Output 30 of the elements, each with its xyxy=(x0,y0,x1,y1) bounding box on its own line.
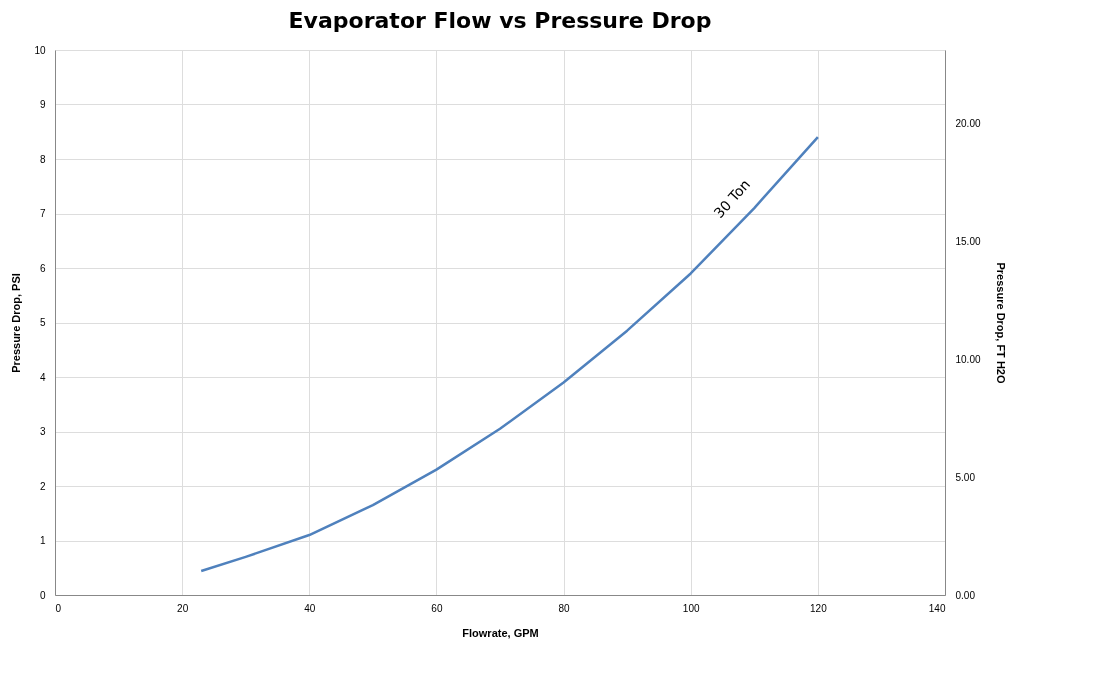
y-tick-label: 7 xyxy=(39,208,46,219)
y-axis-title: Pressure Drop, PSI xyxy=(10,273,23,373)
y2-axis-title: Pressure Drop, FT H2O xyxy=(994,262,1007,384)
x-tick-label: 60 xyxy=(431,602,443,614)
y-tick-label: 10 xyxy=(34,44,46,56)
y-tick-label: 3 xyxy=(39,426,46,437)
y-tick-label: 5 xyxy=(39,317,46,328)
x-tick-label: 0 xyxy=(55,602,62,614)
y-tick-label: 6 xyxy=(39,262,46,274)
x-tick-label: 20 xyxy=(177,602,189,614)
text: 30 Ton xyxy=(710,176,754,222)
x-axis-title: Flowrate, GPM xyxy=(462,626,539,639)
y2-tick-label: 0.00 xyxy=(955,589,976,601)
y-tick-label: 0 xyxy=(39,589,46,601)
x-tick-label: 120 xyxy=(810,602,828,614)
x-tick-label: 100 xyxy=(682,602,700,614)
y2-tick-label: 20.00 xyxy=(955,117,981,129)
x-tick-label: 40 xyxy=(304,602,316,614)
x-tick-label: 140 xyxy=(928,602,946,614)
y-tick-label: 2 xyxy=(39,480,46,492)
chart-title: Evaporator Flow vs Pressure Drop xyxy=(288,8,712,33)
x-tick-label: 80 xyxy=(558,602,571,614)
y-tick-label: 1 xyxy=(39,535,46,546)
y2-tick-label: 10.00 xyxy=(955,353,981,365)
y2-tick-label: 5.00 xyxy=(955,471,976,483)
y-tick-label: 4 xyxy=(39,371,46,383)
line-series xyxy=(199,135,820,573)
y2-tick-label: 15.00 xyxy=(955,235,981,247)
y-tick-label: 8 xyxy=(39,153,46,165)
y-tick-label: 9 xyxy=(39,99,46,110)
